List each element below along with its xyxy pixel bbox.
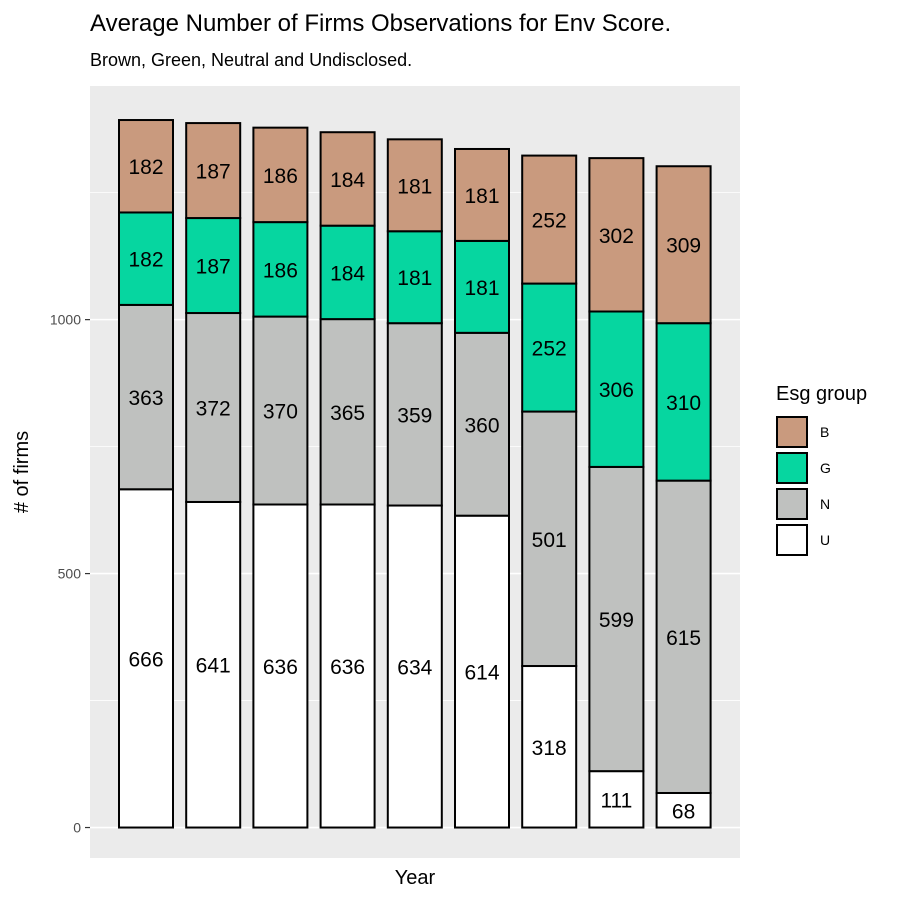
legend-label: U [820, 532, 831, 548]
legend-title: Esg group [776, 383, 868, 405]
data-label-g: 186 [263, 259, 298, 282]
legend-item-u: U [776, 522, 867, 558]
data-label-b: 309 [666, 235, 701, 258]
legend-label: N [820, 496, 831, 512]
bar-segment-n [386, 322, 443, 507]
data-label-n: 599 [599, 609, 634, 632]
y-axis: 0 500 1000 [50, 312, 90, 836]
bar-segment-g [319, 224, 376, 321]
bar-segment-b [386, 138, 443, 233]
bar-segment-g [588, 310, 645, 468]
bar-segment-n [319, 318, 376, 506]
legend-key-g [776, 452, 808, 484]
legend-item-b: B [776, 414, 867, 450]
data-label-g: 252 [532, 338, 567, 361]
y-tick-label: 0 [73, 820, 81, 836]
data-label-n: 370 [263, 401, 298, 424]
legend-label: B [820, 424, 830, 440]
data-label-u: 68 [672, 800, 695, 823]
data-label-b: 181 [464, 185, 499, 208]
bar-segment-b [454, 147, 510, 242]
data-label-g: 310 [666, 392, 701, 415]
data-label-n: 360 [464, 414, 499, 437]
bar-segment-n [588, 465, 645, 773]
data-label-b: 184 [330, 169, 365, 192]
data-label-n: 615 [666, 627, 701, 650]
bar-segment-n [521, 410, 578, 668]
bar-segment-n [185, 312, 242, 503]
legend-items: B G N U [776, 414, 867, 558]
data-label-u: 666 [128, 648, 163, 671]
chart-subtitle: Brown, Green, Neutral and Undisclosed. [90, 50, 413, 70]
legend-key-n [776, 488, 808, 520]
bar-segment-g [521, 282, 578, 413]
data-label-g: 184 [330, 262, 365, 285]
data-label-n: 363 [128, 387, 163, 410]
data-label-u: 636 [263, 656, 298, 679]
data-label-g: 182 [128, 249, 163, 272]
data-labels-layer: 666 363 182 182 641 372 187 187 636 370 186 186 636 3… [128, 156, 701, 823]
data-label-b: 302 [599, 225, 634, 248]
bar-segment-b [118, 119, 174, 214]
bar-segment-u [521, 665, 578, 829]
bar-segment-b [655, 165, 712, 325]
bar-segment-u [319, 503, 376, 829]
data-label-u: 614 [464, 662, 499, 685]
legend-label: G [820, 460, 831, 476]
data-label-g: 181 [397, 267, 432, 290]
chart-title: Average Number of Firms Observations for… [90, 10, 672, 37]
data-label-g: 306 [599, 379, 634, 402]
bar-segment-b [319, 131, 376, 227]
data-label-b: 187 [196, 161, 231, 184]
bar-segment-u [185, 500, 242, 829]
data-label-n: 501 [532, 529, 567, 552]
legend: Esg group B G N U [776, 383, 867, 558]
bar-segment-g [454, 239, 510, 334]
legend-item-g: G [776, 450, 867, 486]
bar-segment-u [588, 770, 645, 829]
bar-segment-g [185, 217, 242, 315]
data-label-b: 252 [532, 210, 567, 233]
bar-segment-b [185, 122, 242, 220]
data-label-u: 318 [532, 737, 567, 760]
bar-segment-b [252, 126, 309, 224]
bar-segment-g [252, 221, 309, 318]
data-label-g: 187 [196, 256, 231, 279]
bar-segment-b [588, 157, 645, 313]
data-label-g: 181 [464, 277, 499, 300]
legend-item-n: N [776, 486, 867, 522]
data-label-u: 636 [330, 656, 365, 679]
data-label-n: 365 [330, 402, 365, 425]
data-label-b: 181 [397, 175, 432, 198]
bar-segment-u [386, 504, 443, 829]
bars-layer [118, 119, 712, 829]
bar-segment-u [655, 791, 712, 829]
data-label-n: 372 [196, 397, 231, 420]
bar-segment-b [521, 154, 578, 285]
legend-key-b [776, 416, 808, 448]
data-label-b: 186 [263, 165, 298, 188]
bar-segment-g [655, 322, 712, 482]
x-axis-label: Year [395, 867, 436, 889]
y-tick-label: 500 [58, 566, 82, 582]
bar-segment-n [252, 315, 309, 506]
bar-segment-n [655, 479, 712, 794]
data-label-u: 641 [196, 655, 231, 678]
data-label-n: 359 [397, 404, 432, 427]
y-axis-label: # of firms [11, 431, 33, 513]
y-tick-label: 1000 [50, 312, 81, 328]
bar-segment-u [454, 514, 510, 829]
legend-key-u [776, 524, 808, 556]
data-label-u: 111 [600, 789, 632, 812]
data-label-b: 182 [128, 156, 163, 179]
data-label-u: 634 [397, 657, 432, 680]
